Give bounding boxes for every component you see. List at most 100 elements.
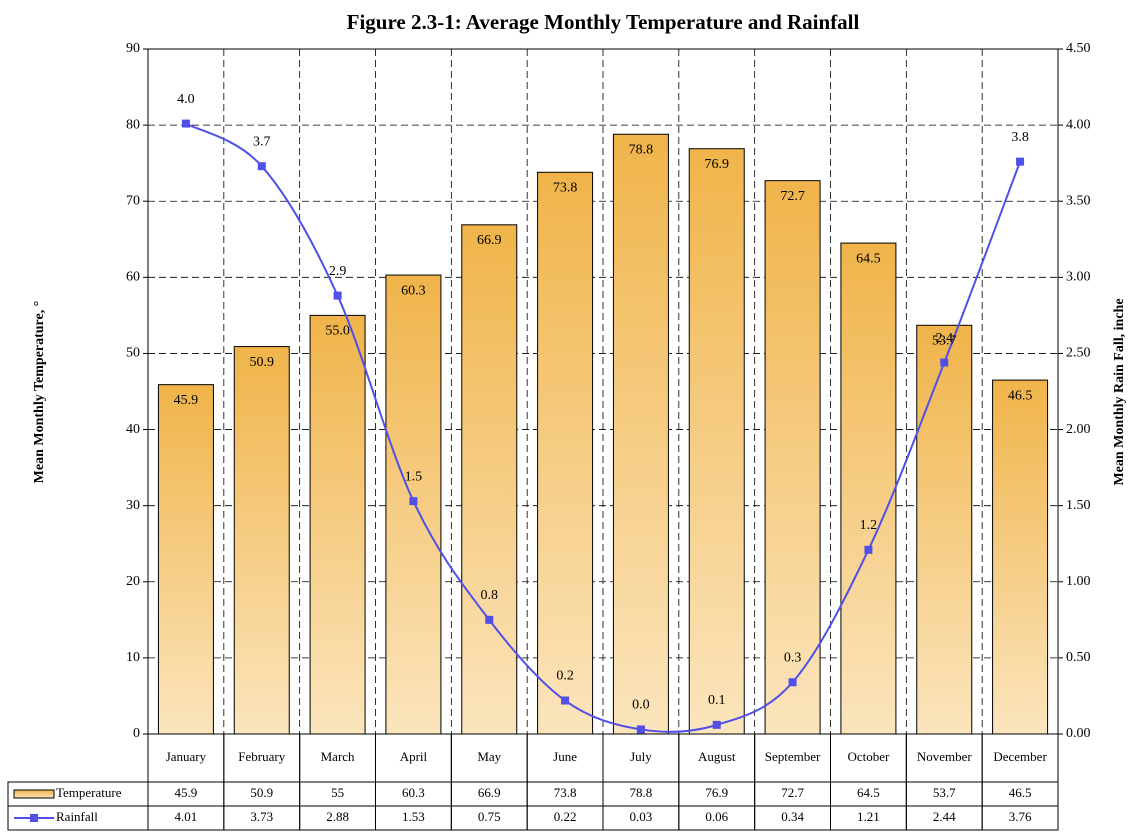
x-tick-label: July xyxy=(630,749,652,764)
data-label: 0.2 xyxy=(556,669,574,684)
table-value: 46.5 xyxy=(1009,785,1032,800)
marker xyxy=(788,678,797,687)
legend-label: Temperature xyxy=(56,785,122,800)
table-value: 0.75 xyxy=(478,809,501,824)
data-label: 78.8 xyxy=(629,142,654,157)
y-tick-label: 10 xyxy=(126,650,140,665)
marker xyxy=(181,119,190,128)
x-tick-label: June xyxy=(553,749,577,764)
x-tick-label: January xyxy=(166,749,207,764)
data-label: 0.1 xyxy=(708,693,726,708)
y-tick-label: 40 xyxy=(126,422,140,437)
bar xyxy=(840,242,897,735)
y-axis-label: Mean Monthly Temperature, ° xyxy=(32,301,47,484)
y2-tick-label: 3.00 xyxy=(1066,270,1091,285)
data-label: 1.2 xyxy=(860,518,878,533)
y-tick-label: 0 xyxy=(133,726,140,741)
table-value: 72.7 xyxy=(781,785,804,800)
bar xyxy=(461,224,518,735)
marker xyxy=(712,720,721,729)
marker xyxy=(257,162,266,171)
y2-tick-label: 4.50 xyxy=(1066,41,1091,56)
x-tick-label: December xyxy=(993,749,1047,764)
y-tick-label: 30 xyxy=(126,498,140,513)
data-label: 46.5 xyxy=(1008,388,1033,403)
y2-tick-label: 2.50 xyxy=(1066,346,1091,361)
bar xyxy=(688,148,745,735)
table-value: 50.9 xyxy=(250,785,273,800)
y2-tick-label: 0.50 xyxy=(1066,650,1091,665)
marker xyxy=(561,696,570,705)
data-label: 1.5 xyxy=(405,469,423,484)
marker xyxy=(485,615,494,624)
y-tick-label: 60 xyxy=(126,270,140,285)
y-tick-label: 90 xyxy=(126,41,140,56)
y2-axis-label: Mean Monthly Rain Fall, inche xyxy=(1112,298,1127,485)
y2-tick-label: 2.00 xyxy=(1066,422,1091,437)
marker xyxy=(1016,157,1025,166)
table-value: 0.06 xyxy=(705,809,728,824)
data-label: 2.9 xyxy=(329,264,347,279)
data-label: 3.8 xyxy=(1011,130,1029,145)
table-value: 66.9 xyxy=(478,785,501,800)
data-label: 2.4 xyxy=(936,331,954,346)
x-tick-label: November xyxy=(917,749,973,764)
table-value: 2.44 xyxy=(933,809,956,824)
table-value: 3.76 xyxy=(1009,809,1032,824)
table-value: 2.88 xyxy=(326,809,349,824)
y-tick-label: 20 xyxy=(126,574,140,589)
data-label: 0.3 xyxy=(784,650,802,665)
table-value: 0.34 xyxy=(781,809,804,824)
y2-tick-label: 1.50 xyxy=(1066,498,1091,513)
data-label: 4.0 xyxy=(177,92,195,107)
data-label: 45.9 xyxy=(174,393,199,408)
table-cell xyxy=(7,805,149,831)
marker xyxy=(636,725,645,734)
data-label: 0.8 xyxy=(481,588,499,603)
table-value: 64.5 xyxy=(857,785,880,800)
table-value: 0.03 xyxy=(630,809,653,824)
legend-swatch xyxy=(13,789,55,799)
table-value: 60.3 xyxy=(402,785,425,800)
x-tick-label: May xyxy=(477,749,501,764)
marker xyxy=(409,497,418,506)
table-value: 73.8 xyxy=(554,785,577,800)
data-label: 53.7 xyxy=(932,334,957,349)
data-label: 60.3 xyxy=(401,283,426,298)
table-value: 1.21 xyxy=(857,809,880,824)
bar xyxy=(612,133,669,735)
table-value: 1.53 xyxy=(402,809,425,824)
data-label: 73.8 xyxy=(553,181,578,196)
bar xyxy=(992,379,1049,735)
table-value: 4.01 xyxy=(175,809,198,824)
table-value: 53.7 xyxy=(933,785,956,800)
legend-label: Rainfall xyxy=(56,809,98,824)
table-value: 78.8 xyxy=(630,785,653,800)
bar xyxy=(309,314,366,735)
data-label: 76.9 xyxy=(705,157,730,172)
bar xyxy=(764,180,821,735)
bar xyxy=(157,384,214,735)
marker xyxy=(940,358,949,367)
bar xyxy=(916,324,973,735)
table-value: 76.9 xyxy=(705,785,728,800)
x-tick-label: February xyxy=(238,749,285,764)
data-label: 0.0 xyxy=(632,698,650,713)
x-tick-label: March xyxy=(321,749,355,764)
y2-tick-label: 0.00 xyxy=(1066,726,1091,741)
y2-tick-label: 4.00 xyxy=(1066,117,1091,132)
y-tick-label: 70 xyxy=(126,193,140,208)
table-cell xyxy=(981,805,1059,831)
legend-marker xyxy=(30,814,38,822)
table-value: 45.9 xyxy=(175,785,198,800)
bar xyxy=(233,346,290,735)
data-label: 72.7 xyxy=(780,189,805,204)
y2-tick-label: 3.50 xyxy=(1066,193,1091,208)
chart-title: Figure 2.3-1: Average Monthly Temperatur… xyxy=(347,10,860,34)
y-tick-label: 50 xyxy=(126,346,140,361)
y2-tick-label: 1.00 xyxy=(1066,574,1091,589)
table-value: 3.73 xyxy=(250,809,273,824)
y-tick-label: 80 xyxy=(126,117,140,132)
marker xyxy=(864,545,873,554)
